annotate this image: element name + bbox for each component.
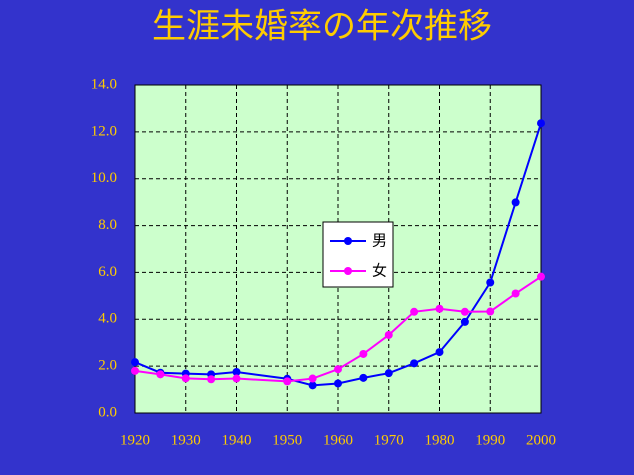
- marker: [486, 278, 495, 287]
- chart-title: 生涯未婚率の年次推移: [152, 7, 492, 47]
- marker: [308, 374, 317, 383]
- legend-box: [322, 221, 394, 288]
- marker: [308, 381, 317, 390]
- series-line: [134, 275, 542, 383]
- x-tick-label: 1940: [222, 432, 252, 448]
- y-tick-label: 4.0: [98, 311, 117, 327]
- marker: [131, 358, 139, 367]
- marker: [232, 374, 241, 383]
- legend-label: 男: [372, 232, 387, 250]
- y-tick-label: 8.0: [98, 217, 117, 233]
- x-tick-label: 1930: [171, 432, 201, 448]
- marker: [410, 359, 419, 368]
- marker: [232, 368, 241, 376]
- marker: [131, 366, 139, 375]
- y-tick-label: 10.0: [91, 170, 117, 186]
- x-tick-label: 1980: [425, 432, 455, 448]
- marker: [410, 307, 419, 316]
- x-tick-label: 1990: [475, 432, 505, 448]
- marker: [359, 373, 368, 382]
- marker: [156, 370, 165, 379]
- marker: [511, 198, 520, 207]
- series-line: [134, 122, 542, 387]
- y-tick-label: 2.0: [98, 358, 117, 374]
- marker: [334, 365, 342, 374]
- marker: [283, 377, 292, 386]
- x-tick-label: 1960: [323, 432, 353, 448]
- marker: [537, 272, 545, 281]
- y-tick-label: 12.0: [91, 123, 117, 139]
- marker: [384, 369, 393, 378]
- x-tick-label: 1950: [272, 432, 302, 448]
- legend-marker: [344, 267, 352, 275]
- legend-label: 女: [372, 262, 387, 280]
- x-tick-label: 1970: [374, 432, 404, 448]
- legend: 男女: [322, 221, 394, 288]
- y-tick-label: 14.0: [91, 76, 117, 92]
- marker: [435, 348, 444, 357]
- marker: [435, 304, 444, 313]
- marker: [334, 379, 342, 388]
- marker: [384, 330, 393, 339]
- marker: [207, 375, 216, 384]
- x-tick-label: 1920: [120, 432, 150, 448]
- marker: [486, 307, 495, 316]
- legend-marker: [344, 237, 352, 245]
- marker: [181, 374, 190, 383]
- marker: [460, 317, 469, 326]
- y-tick-label: 0.0: [98, 404, 117, 420]
- marker: [537, 119, 545, 128]
- marker: [359, 349, 368, 358]
- y-tick-label: 6.0: [98, 264, 117, 280]
- x-tick-label: 2000: [526, 432, 556, 448]
- marker: [460, 307, 469, 316]
- marker: [511, 289, 520, 298]
